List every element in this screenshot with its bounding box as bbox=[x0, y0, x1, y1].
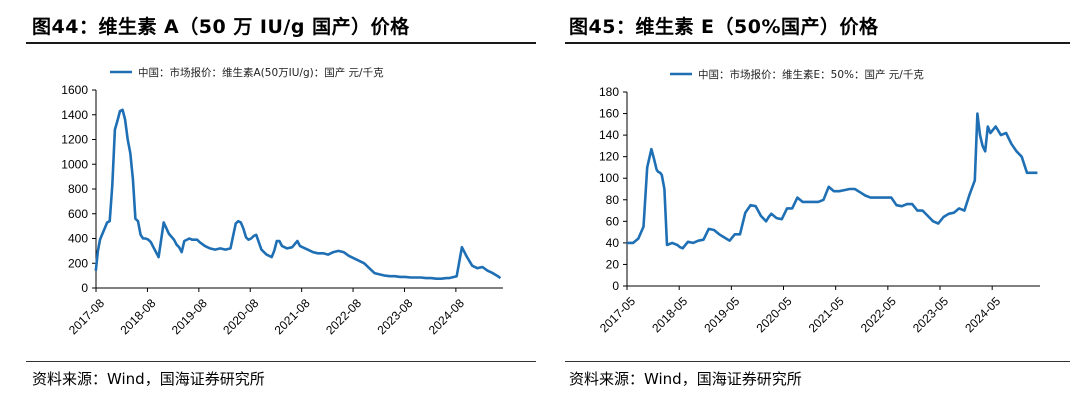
y-tick-label: 600 bbox=[68, 207, 88, 221]
y-tick-label: 200 bbox=[68, 256, 88, 270]
title-divider bbox=[565, 42, 1070, 44]
figure-title: 图44：维生素 A（50 万 IU/g 国产）价格 bbox=[32, 16, 410, 38]
legend-label: 中国：市场报价：维生素A(50万IU/g)：国产 元/千克 bbox=[138, 66, 384, 79]
y-tick-label: 400 bbox=[68, 232, 88, 246]
x-tick-label: 2022-05 bbox=[858, 294, 899, 335]
y-tick-label: 180 bbox=[599, 85, 619, 99]
vitamin-e-price-chart: 0 20 40 60 80 100 120 140 160 180 2017-05 2018-05 20… bbox=[597, 68, 1040, 335]
x-tick-label: 2019-08 bbox=[169, 296, 210, 337]
x-tick-label: 2019-05 bbox=[701, 294, 742, 335]
series-line bbox=[94, 108, 502, 280]
y-tick-label: 60 bbox=[606, 214, 620, 228]
y-tick-label: 1400 bbox=[61, 108, 88, 122]
source-note: 资料来源：Wind，国海证券研究所 bbox=[569, 370, 802, 388]
x-tick-label: 2022-08 bbox=[323, 296, 364, 337]
x-tick-label: 2017-08 bbox=[66, 296, 107, 337]
title-divider bbox=[26, 42, 536, 44]
x-tick-label: 2020-08 bbox=[220, 296, 261, 337]
x-tick-label: 2023-08 bbox=[374, 296, 415, 337]
y-tick-label: 1000 bbox=[61, 157, 88, 171]
y-tick-label: 140 bbox=[599, 128, 619, 142]
y-tick-label: 80 bbox=[606, 193, 620, 207]
x-tick-label: 2020-05 bbox=[754, 294, 795, 335]
y-tick-label: 0 bbox=[612, 279, 619, 293]
legend-label: 中国：市场报价：维生素E：50%：国产 元/千克 bbox=[698, 68, 924, 81]
bottom-divider bbox=[26, 361, 536, 362]
panel-vitamin-e: 图45：维生素 E（50%国产）价格 0 20 40 60 80 100 120 140 160… bbox=[565, 0, 1080, 402]
x-tick-label: 2024-08 bbox=[426, 296, 467, 337]
y-tick-label: 100 bbox=[599, 171, 619, 185]
y-tick-label: 800 bbox=[68, 182, 88, 196]
y-tick-label: 40 bbox=[606, 236, 620, 250]
x-tick-label: 2024-05 bbox=[962, 294, 1003, 335]
y-tick-label: 20 bbox=[606, 257, 620, 271]
x-tick-label: 2021-05 bbox=[806, 294, 847, 335]
source-note: 资料来源：Wind，国海证券研究所 bbox=[32, 370, 265, 388]
bottom-divider bbox=[565, 361, 1070, 362]
y-tick-label: 0 bbox=[81, 281, 88, 295]
y-tick-label: 1600 bbox=[61, 83, 88, 97]
figure-title: 图45：维生素 E（50%国产）价格 bbox=[569, 16, 879, 38]
y-tick-label: 1200 bbox=[61, 133, 88, 147]
y-tick-label: 120 bbox=[599, 150, 619, 164]
x-tick-label: 2021-08 bbox=[272, 296, 313, 337]
x-tick-label: 2018-05 bbox=[649, 294, 690, 335]
vitamin-a-price-chart: 0 200 400 600 800 1000 1200 1400 1600 2017-08 2018… bbox=[61, 66, 503, 337]
x-tick-label: 2018-08 bbox=[117, 296, 158, 337]
panel-vitamin-a: 图44：维生素 A（50 万 IU/g 国产）价格 0 200 400 600 800 1… bbox=[26, 16, 536, 388]
series-line bbox=[626, 112, 1038, 250]
x-tick-label: 2023-05 bbox=[910, 294, 951, 335]
x-tick-label: 2017-05 bbox=[597, 294, 638, 335]
y-tick-label: 160 bbox=[599, 107, 619, 121]
